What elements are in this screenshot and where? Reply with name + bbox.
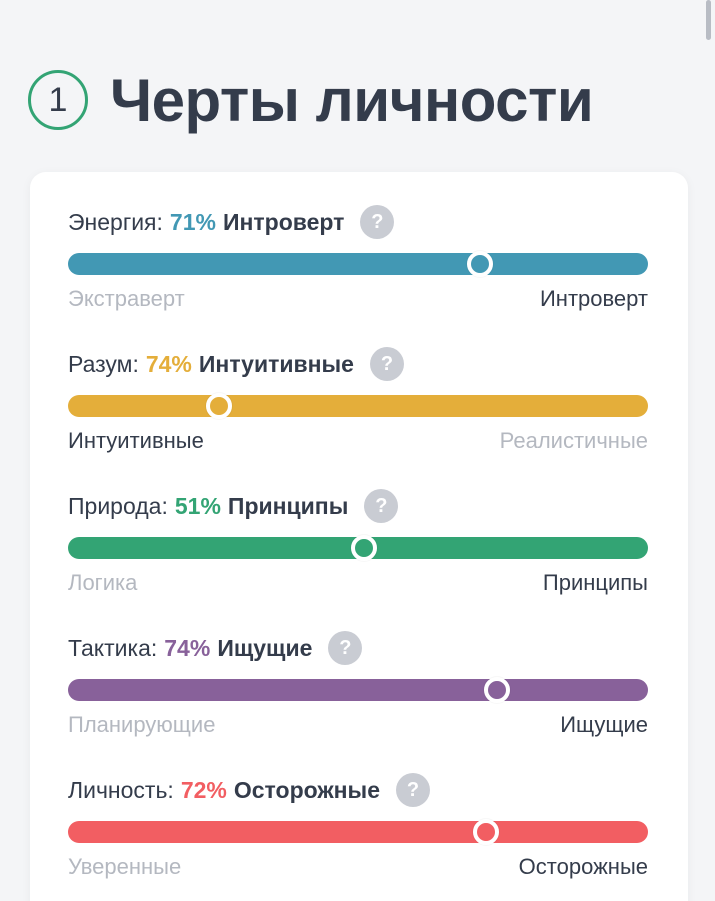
trait-header: Природа: 51% Принципы ?	[68, 486, 648, 526]
question-icon[interactable]: ?	[328, 631, 363, 665]
trait-left-label: Логика	[68, 570, 138, 595]
trait-bar	[68, 677, 648, 703]
trait-header: Тактика: 74% Ищущие ?	[68, 628, 648, 668]
question-icon[interactable]: ?	[364, 489, 399, 523]
section-header: 1 Черты личности	[28, 66, 594, 134]
trait-percent: 72%	[180, 776, 227, 803]
trait-name: Природа:	[68, 492, 168, 519]
trait-result: Принципы	[227, 492, 349, 519]
trait-energy: Энергия: 71% Интроверт ? Экстраверт Интр…	[68, 202, 648, 312]
trait-tactics: Тактика: 74% Ищущие ? Планирующие Ищущие	[68, 628, 648, 738]
trait-bar	[68, 251, 648, 277]
trait-left-label: Экстраверт	[68, 286, 185, 311]
trait-right-label: Реалистичные	[499, 428, 648, 453]
trait-bar	[68, 819, 648, 845]
trait-percent: 74%	[164, 634, 211, 661]
trait-name: Личность:	[68, 776, 174, 803]
trait-header: Личность: 72% Осторожные ?	[68, 770, 648, 810]
trait-name: Энергия:	[68, 208, 163, 235]
trait-left-label: Планирующие	[68, 712, 216, 737]
trait-percent: 74%	[145, 350, 192, 377]
question-icon[interactable]: ?	[360, 205, 395, 239]
trait-result: Интроверт	[222, 208, 345, 235]
trait-nature: Природа: 51% Принципы ? Логика Принципы	[68, 486, 648, 596]
trait-right-label: Интроверт	[539, 286, 648, 311]
trait-scale-labels: Логика Принципы	[68, 570, 648, 596]
trait-knob	[472, 819, 499, 845]
page-title: Черты личности	[110, 66, 594, 134]
trait-result: Ищущие	[217, 634, 313, 661]
traits-card: Энергия: 71% Интроверт ? Экстраверт Интр…	[30, 172, 688, 901]
trait-right-label: Осторожные	[518, 854, 648, 879]
step-number: 1	[48, 80, 68, 119]
trait-left-label: Уверенные	[68, 854, 182, 879]
trait-percent: 71%	[169, 208, 216, 235]
trait-result: Интуитивные	[198, 350, 354, 377]
trait-knob	[466, 251, 493, 277]
trait-percent: 51%	[174, 492, 221, 519]
trait-left-label: Интуитивные	[68, 428, 204, 453]
question-icon[interactable]: ?	[396, 773, 430, 807]
trait-bar	[68, 535, 648, 561]
trait-name: Тактика:	[68, 634, 158, 661]
trait-mind: Разум: 74% Интуитивные ? Интуитивные Реа…	[68, 344, 648, 454]
trait-scale-labels: Экстраверт Интроверт	[68, 286, 648, 312]
trait-header: Энергия: 71% Интроверт ?	[68, 202, 648, 242]
trait-name: Разум:	[68, 350, 139, 377]
trait-bar	[68, 393, 648, 419]
trait-right-label: Принципы	[542, 570, 648, 595]
trait-result: Осторожные	[233, 776, 380, 803]
question-icon[interactable]: ?	[369, 347, 404, 381]
trait-scale-labels: Интуитивные Реалистичные	[68, 428, 648, 454]
trait-knob	[205, 393, 232, 419]
trait-scale-labels: Планирующие Ищущие	[68, 712, 648, 738]
scrollbar[interactable]	[706, 0, 711, 40]
trait-right-label: Ищущие	[560, 712, 648, 737]
trait-knob	[484, 677, 511, 703]
step-number-badge: 1	[28, 70, 88, 130]
trait-knob	[350, 535, 377, 561]
trait-identity: Личность: 72% Осторожные ? Уверенные Ост…	[68, 770, 648, 880]
trait-scale-labels: Уверенные Осторожные	[68, 854, 648, 880]
trait-header: Разум: 74% Интуитивные ?	[68, 344, 648, 384]
